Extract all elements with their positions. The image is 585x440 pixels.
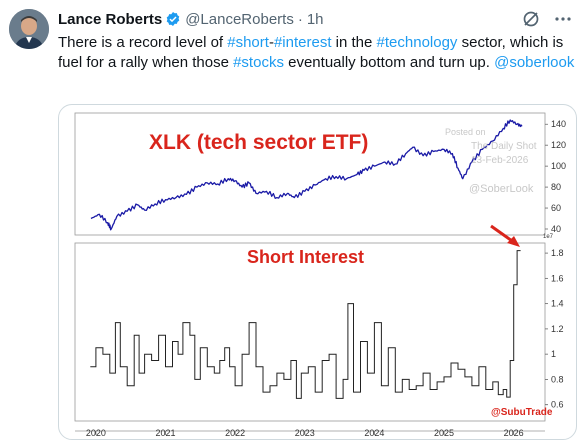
grok-icon[interactable] (521, 9, 541, 29)
more-icon[interactable] (553, 9, 573, 29)
short-ytick-label: 1.2 (551, 324, 564, 334)
short-ytick-label: 1 (551, 349, 556, 359)
short-panel-frame (75, 243, 545, 421)
display-name[interactable]: Lance Roberts (58, 11, 162, 28)
chart-figure: 40 60 80 100 120 140 0.6 0.8 1 1.2 1.4 1.6 1.8 2020 20… (59, 105, 576, 439)
xtick-label: 2021 (156, 428, 176, 438)
hashtag-link[interactable]: #stocks (233, 54, 284, 71)
xtick-label: 2020 (86, 428, 106, 438)
short-ytick-label: 1.8 (551, 248, 564, 258)
xtick-label: 2026 (504, 428, 524, 438)
hashtag-link[interactable]: #technology (377, 34, 458, 51)
hashtag-link[interactable]: #short (227, 34, 269, 51)
short-ytick-label: 1.4 (551, 299, 564, 309)
xlk-ytick-label: 40 (551, 224, 561, 234)
xlk-ytick-label: 80 (551, 182, 561, 192)
xtick-label: 2022 (225, 428, 245, 438)
xlk-ytick-label: 140 (551, 119, 566, 129)
xlk-ytick-label: 60 (551, 203, 561, 213)
xlk-ytick-label: 100 (551, 161, 566, 171)
tweet-text-segment: eventually bottom and turn up. (284, 54, 494, 71)
header-actions (521, 9, 573, 29)
short-ytick-label: 0.8 (551, 374, 564, 384)
user-handle[interactable]: @LanceRoberts (185, 11, 294, 28)
timestamp[interactable]: 1h (307, 11, 324, 28)
xtick-label: 2025 (434, 428, 454, 438)
xtick-label: 2023 (295, 428, 315, 438)
tweet-text-segment: There is a record level of (58, 34, 227, 51)
exponent-label: 1e7 (543, 234, 554, 240)
arrow-icon (491, 226, 520, 247)
short-interest-title: Short Interest (247, 247, 364, 267)
tweet-header: Lance Roberts @LanceRoberts · 1h (58, 9, 324, 29)
tweet-text: There is a record level of #short-#inter… (58, 33, 576, 73)
short-interest-series-line (90, 251, 520, 399)
separator-dot: · (298, 11, 303, 28)
avatar-image (9, 9, 49, 49)
xlk-ytick-label: 120 (551, 140, 566, 150)
tweet-text-segment: in the (332, 34, 377, 51)
watermark-soberlook: @SoberLook (469, 183, 534, 195)
xtick-label: 2024 (364, 428, 384, 438)
short-ytick-label: 0.6 (551, 400, 564, 410)
avatar[interactable] (9, 9, 49, 49)
chart-image[interactable]: 40 60 80 100 120 140 0.6 0.8 1 1.2 1.4 1.6 1.8 2020 20… (58, 104, 577, 440)
credit-label: @SubuTrade (491, 407, 553, 418)
verified-badge-icon (165, 11, 181, 27)
short-ytick-label: 1.6 (551, 273, 564, 283)
watermark-dailyshot: The Daily Shot (471, 141, 537, 152)
hashtag-link[interactable]: #interest (274, 34, 332, 51)
watermark-date: 13-Feb-2026 (471, 155, 529, 166)
watermark-posted: Posted on (445, 127, 486, 137)
hashtag-link[interactable]: @soberlook (494, 54, 574, 71)
xlk-chart-title: XLK (tech sector ETF) (149, 131, 368, 154)
